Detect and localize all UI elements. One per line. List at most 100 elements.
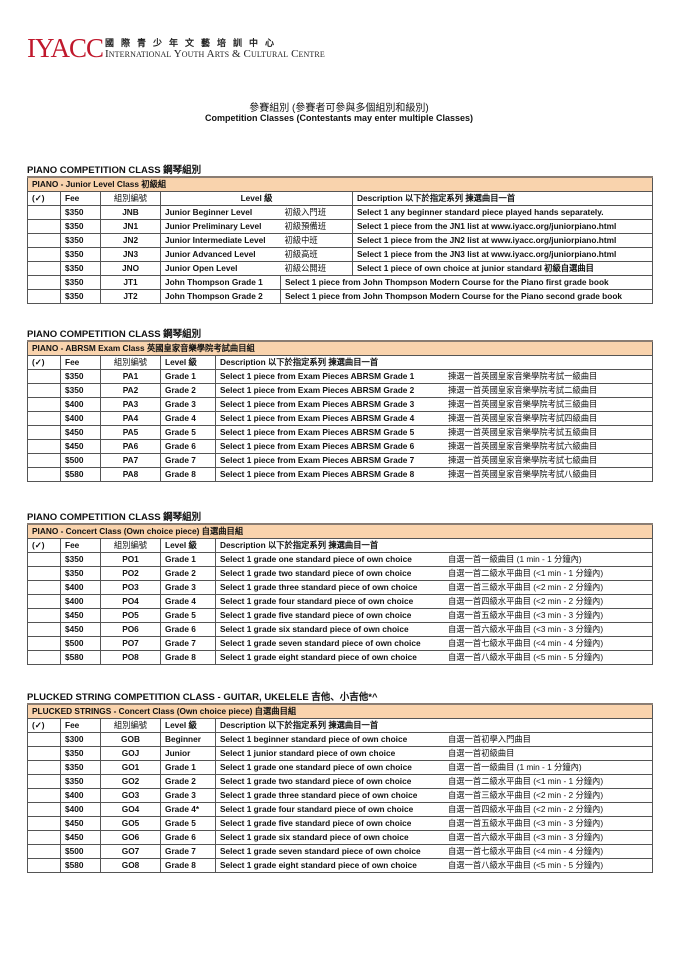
fee-cell: $450 <box>60 425 101 440</box>
table-row: $400 PA4 Grade 4 Select 1 piece from Exam P… <box>27 411 654 426</box>
iyacc-logo: IYACC 國際青少年文藝培訓中心 International Youth Ar… <box>27 35 325 62</box>
description-zh: 揀選一首英國皇家音樂學院考試五級曲目 <box>448 427 598 437</box>
description-cell: Select 1 piece from John Thompson Modern… <box>279 289 654 304</box>
level-cell: Grade 8 <box>160 650 216 665</box>
check-cell <box>27 816 61 831</box>
table-row: $450 PO6 Grade 6 Select 1 grade six standar… <box>27 622 653 637</box>
description-zh: 自選一首三級水平曲目 (<2 min - 2 分鐘內) <box>448 582 604 592</box>
header-description: Description 以下於指定系列 揀選曲目一首 <box>215 538 653 553</box>
table-row: $400 PO4 Grade 4 Select 1 grade four standa… <box>27 594 653 609</box>
code-cell: PO8 <box>100 650 161 665</box>
description-en: Select 1 grade four standard piece of ow… <box>220 596 414 606</box>
code-cell: PO2 <box>100 566 161 581</box>
description-en: Select 1 junior standard piece of own ch… <box>220 748 396 758</box>
description-cell: Select 1 piece from Exam Pieces ABRSM Gr… <box>214 425 654 440</box>
code-cell: GO8 <box>100 858 161 873</box>
level-cell: Junior Beginner Level <box>160 205 281 220</box>
section-title: PIANO COMPETITION CLASS 鋼琴組別 <box>27 512 202 523</box>
check-cell <box>27 439 61 454</box>
fee-cell: $400 <box>60 802 101 817</box>
logo-chinese-name: 國際青少年文藝培訓中心 <box>105 38 282 48</box>
fee-cell: $350 <box>60 261 101 276</box>
header-check: (✓) <box>27 538 61 553</box>
description-en: Select 1 grade seven standard piece of o… <box>220 638 421 648</box>
table-row: $400 PO3 Grade 3 Select 1 grade three stand… <box>27 580 653 595</box>
table-row: $400 GO4 Grade 4* Select 1 grade four stand… <box>27 802 654 817</box>
code-cell: PO4 <box>100 594 161 609</box>
description-zh: 自選一首六級水平曲目 (<3 min - 3 分鐘內) <box>448 624 604 634</box>
class-title: PIANO - Junior Level Class 初級組 <box>26 176 654 192</box>
description-cell: Select 1 grade two standard piece of own… <box>215 566 653 581</box>
check-cell <box>27 219 61 234</box>
table-row: $580 PA8 Grade 8 Select 1 piece from Exam P… <box>27 467 654 482</box>
code-cell: JN3 <box>100 247 161 262</box>
table-row: $350 JN1 Junior Preliminary Level 初級預備班 Sele… <box>27 219 654 234</box>
description-cell: Select 1 piece from the JN1 list at www.… <box>351 219 654 234</box>
table-row: $450 PO5 Grade 5 Select 1 grade five standa… <box>27 608 653 623</box>
table-row: $500 PA7 Grade 7 Select 1 piece from Exam P… <box>27 453 654 468</box>
check-cell <box>27 411 61 426</box>
description-en: Select 1 grade six standard piece of own… <box>220 624 409 634</box>
fee-cell: $450 <box>60 439 101 454</box>
section-title: PLUCKED STRING COMPETITION CLASS - GUITA… <box>27 692 378 703</box>
class-header-row: PIANO - Concert Class (Own choice piece)… <box>27 523 653 539</box>
level-cell: Grade 8 <box>160 858 216 873</box>
header-fee: Fee <box>60 718 101 733</box>
check-cell <box>27 289 61 304</box>
fee-cell: $450 <box>60 622 101 637</box>
header-code: 組別編號 <box>100 191 161 206</box>
code-cell: JNO <box>100 261 161 276</box>
code-cell: JNB <box>100 205 161 220</box>
fee-cell: $350 <box>60 746 101 761</box>
fee-cell: $400 <box>60 411 101 426</box>
level-cell: Grade 1 <box>160 552 216 567</box>
description-en: Select 1 grade one standard piece of own… <box>220 762 412 772</box>
level-zh-cell: 初級入門班 <box>280 205 353 220</box>
code-cell: PA6 <box>100 439 161 454</box>
level-cell: Grade 7 <box>160 844 216 859</box>
level-zh-cell: 初級中班 <box>280 233 353 248</box>
check-cell <box>27 802 61 817</box>
description-en: Select 1 beginner standard piece of own … <box>220 734 408 744</box>
description-zh: 自選一首一級曲目 (1 min - 1 分鐘內) <box>448 554 582 564</box>
check-cell <box>27 275 61 290</box>
fee-cell: $400 <box>60 788 101 803</box>
level-zh-cell: 初級公開班 <box>280 261 353 276</box>
fee-cell: $350 <box>60 383 101 398</box>
class-header-row: PIANO - Junior Level Class 初級組 <box>26 176 654 192</box>
level-cell: Grade 7 <box>160 453 216 468</box>
description-cell: Select 1 grade eight standard piece of o… <box>215 650 653 665</box>
description-en: Select 1 grade two standard piece of own… <box>220 776 412 786</box>
table-row: $450 GO5 Grade 5 Select 1 grade five standa… <box>27 816 654 831</box>
table-row: $580 GO8 Grade 8 Select 1 grade eight stand… <box>27 858 654 873</box>
code-cell: PA5 <box>100 425 161 440</box>
table-row: $500 GO7 Grade 7 Select 1 grade seven stand… <box>27 844 654 859</box>
section-title: PIANO COMPETITION CLASS 鋼琴組別 <box>27 165 202 176</box>
description-zh: 自選一首六級水平曲目 (<3 min - 3 分鐘內) <box>448 832 604 842</box>
class-header-row: PLUCKED STRINGS - Concert Class (Own cho… <box>26 703 654 719</box>
class-title: PIANO - ABRSM Exam Class 英國皇家音樂學院考試曲目組 <box>26 340 654 356</box>
description-cell: Select 1 piece from Exam Pieces ABRSM Gr… <box>214 383 654 398</box>
description-cell: Select 1 piece from Exam Pieces ABRSM Gr… <box>214 411 654 426</box>
description-cell: Select 1 any beginner standard piece pla… <box>351 205 654 220</box>
level-cell: Grade 5 <box>160 608 216 623</box>
fee-cell: $580 <box>60 858 101 873</box>
description-en: Select 1 grade five standard piece of ow… <box>220 818 412 828</box>
check-cell <box>27 844 61 859</box>
description-en: Select 1 piece from Exam Pieces ABRSM Gr… <box>220 427 415 437</box>
description-zh: 自選一首四級水平曲目 (<2 min - 2 分鐘內) <box>448 804 604 814</box>
header-level: Level 級 <box>160 718 216 733</box>
check-cell <box>27 774 61 789</box>
header-code: 組別編號 <box>100 355 161 370</box>
class-table: PIANO - Concert Class (Own choice piece)… <box>27 523 653 665</box>
fee-cell: $580 <box>60 650 101 665</box>
table-row: $350 GOJ Junior Select 1 junior standard pi… <box>27 746 654 761</box>
table-row: $400 GO3 Grade 3 Select 1 grade three stand… <box>27 788 654 803</box>
description-en: Select 1 piece from Exam Pieces ABRSM Gr… <box>220 399 415 409</box>
description-zh: 自選一首三級水平曲目 (<2 min - 2 分鐘內) <box>448 790 604 800</box>
description-en: Select 1 grade one standard piece of own… <box>220 554 412 564</box>
check-cell <box>27 732 61 747</box>
fee-cell: $350 <box>60 233 101 248</box>
header-check: (✓) <box>27 355 61 370</box>
description-cell: Select 1 grade two standard piece of own… <box>214 774 654 789</box>
